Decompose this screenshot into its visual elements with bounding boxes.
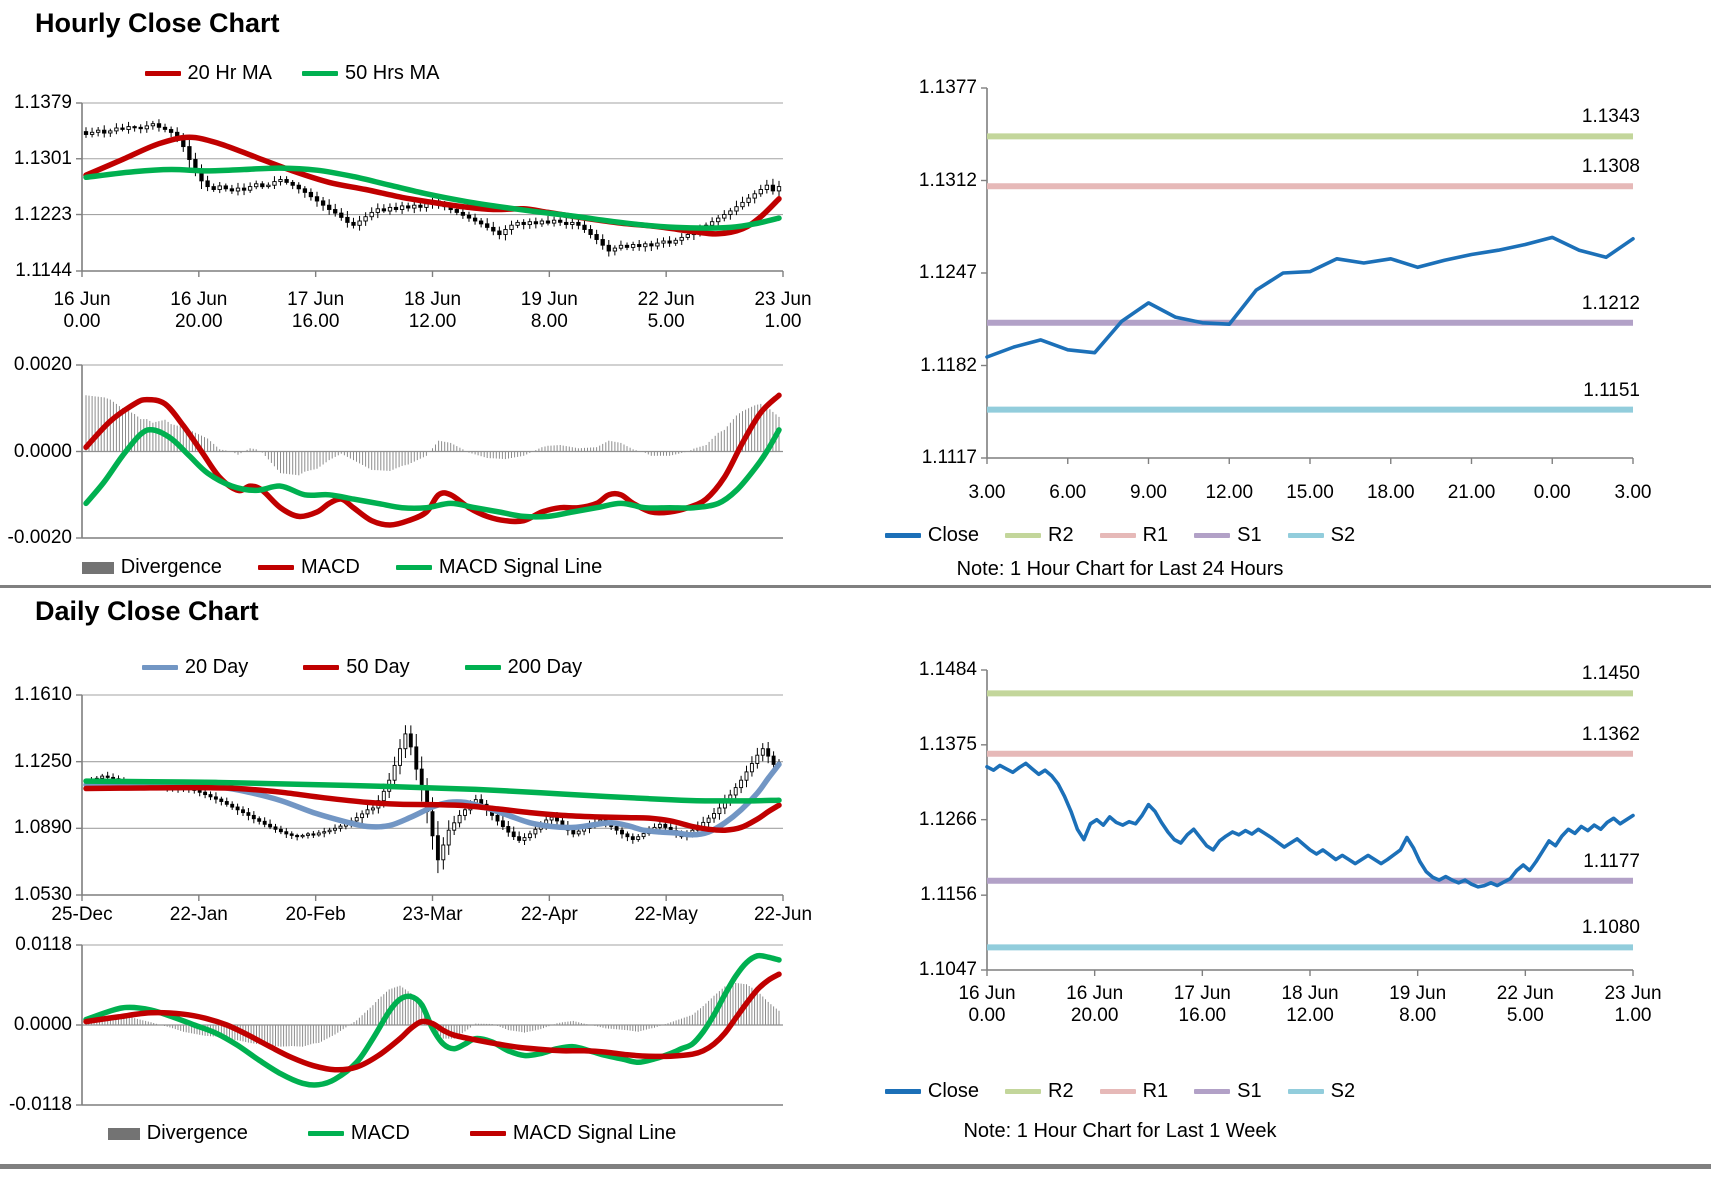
legend-label: Close xyxy=(927,1080,980,1102)
legend-label: 50 Hrs MA xyxy=(345,62,440,84)
daily-section-title: Daily Close Chart xyxy=(35,596,259,626)
legend-label: Divergence xyxy=(120,556,222,578)
line-swatch xyxy=(141,665,178,670)
legend-label: MACD Signal Line xyxy=(512,1122,677,1144)
legend-item: Close xyxy=(884,1080,980,1103)
weekly-pivot-legend: Close R2 R1 S1 S2 xyxy=(850,1080,1390,1103)
line-swatch xyxy=(469,1131,506,1136)
ma-line-20-hr-ma xyxy=(83,134,782,237)
legend-label: S2 xyxy=(1330,1080,1356,1102)
line-swatch xyxy=(1194,1089,1231,1094)
legend-item: MACD Signal Line xyxy=(395,556,603,579)
line-swatch xyxy=(884,1089,921,1094)
section-divider xyxy=(0,585,1711,588)
legend-label: R1 xyxy=(1142,1080,1169,1102)
hourly-price-candles xyxy=(83,119,782,257)
line-swatch xyxy=(884,533,921,538)
bottom-divider xyxy=(0,1164,1711,1169)
line-swatch xyxy=(307,1131,344,1136)
legend-label: S2 xyxy=(1330,524,1356,546)
box-swatch xyxy=(107,1127,140,1140)
line-swatch xyxy=(395,565,432,570)
line-swatch xyxy=(1005,533,1042,538)
hourly-pivot-close-line xyxy=(985,235,1635,359)
legend-label: R2 xyxy=(1048,524,1074,546)
line-swatch xyxy=(302,71,338,76)
ma-line-20-day xyxy=(83,761,782,838)
line-swatch xyxy=(144,71,181,76)
ma-line-50-hrs-ma xyxy=(83,165,782,231)
line-swatch xyxy=(1099,1089,1136,1094)
line-swatch xyxy=(1287,533,1324,538)
legend-label: S1 xyxy=(1237,524,1262,546)
legend-item: MACD xyxy=(307,1122,410,1145)
hourly-macd-macd-signal-line xyxy=(83,426,782,520)
legend-item: R2 xyxy=(1005,1080,1074,1103)
legend-item: S1 xyxy=(1194,524,1262,547)
legend-item: MACD Signal Line xyxy=(469,1122,677,1145)
legend-item: 20 Hr MA xyxy=(144,62,272,85)
legend-label: Close xyxy=(927,524,980,546)
legend-label: 20 Hr MA xyxy=(187,62,272,84)
hourly-pivot-note: Note: 1 Hour Chart for Last 24 Hours xyxy=(956,558,1284,580)
hourly-ma-legend: 20 Hr MA 50 Hrs MA xyxy=(82,62,502,85)
legend-label: MACD xyxy=(350,1122,410,1144)
hourly-macd-macd xyxy=(83,392,782,528)
weekly-pivot-close-line xyxy=(985,761,1635,889)
daily-macd-macd xyxy=(83,952,782,1088)
line-swatch xyxy=(464,665,501,670)
legend-label: R1 xyxy=(1142,524,1169,546)
line-swatch xyxy=(1194,533,1231,538)
daily-macd-legend: Divergence MACD MACD Signal Line xyxy=(82,1122,702,1145)
line-swatch xyxy=(1099,533,1136,538)
legend-item: Close xyxy=(884,524,980,547)
line-swatch xyxy=(1005,1089,1042,1094)
legend-item: R2 xyxy=(1005,524,1074,547)
legend-label: MACD xyxy=(300,556,360,578)
legend-label: MACD Signal Line xyxy=(438,556,603,578)
legend-item: R1 xyxy=(1099,524,1169,547)
weekly-pivot-note: Note: 1 Hour Chart for Last 1 Week xyxy=(963,1120,1277,1142)
line-swatch xyxy=(1287,1089,1324,1094)
line-swatch xyxy=(303,665,340,670)
legend-item: Divergence xyxy=(81,556,222,579)
legend-item: S2 xyxy=(1287,1080,1356,1103)
hourly-section-title: Hourly Close Chart xyxy=(35,8,280,38)
hourly-macd-legend: Divergence MACD MACD Signal Line xyxy=(81,556,603,579)
daily-macd-macd-signal-line xyxy=(83,971,782,1073)
legend-label: S1 xyxy=(1237,1080,1262,1102)
legend-item: R1 xyxy=(1099,1080,1169,1103)
ma-line-50-day xyxy=(83,784,782,834)
legend-item: Divergence xyxy=(107,1122,248,1145)
legend-item: MACD xyxy=(257,556,360,579)
legend-label: R2 xyxy=(1048,1080,1074,1102)
legend-label: 20 Day xyxy=(184,656,249,678)
legend-label: 50 Day xyxy=(346,656,410,678)
legend-label: 200 Day xyxy=(507,656,583,678)
line-swatch xyxy=(257,565,294,570)
box-swatch xyxy=(81,561,114,574)
legend-item: 50 Hrs MA xyxy=(302,62,439,85)
legend-item: S1 xyxy=(1194,1080,1262,1103)
legend-item: 200 Day xyxy=(464,656,583,679)
legend-item: 50 Day xyxy=(303,656,410,679)
legend-item: 20 Day xyxy=(141,656,249,679)
ma-line-200-day xyxy=(83,778,782,804)
daily-ma-legend: 20 Day 50 Day 200 Day xyxy=(82,656,642,679)
legend-item: S2 xyxy=(1287,524,1356,547)
legend-label: Divergence xyxy=(146,1122,248,1144)
hourly-pivot-legend: Close R2 R1 S1 S2 xyxy=(850,524,1390,547)
